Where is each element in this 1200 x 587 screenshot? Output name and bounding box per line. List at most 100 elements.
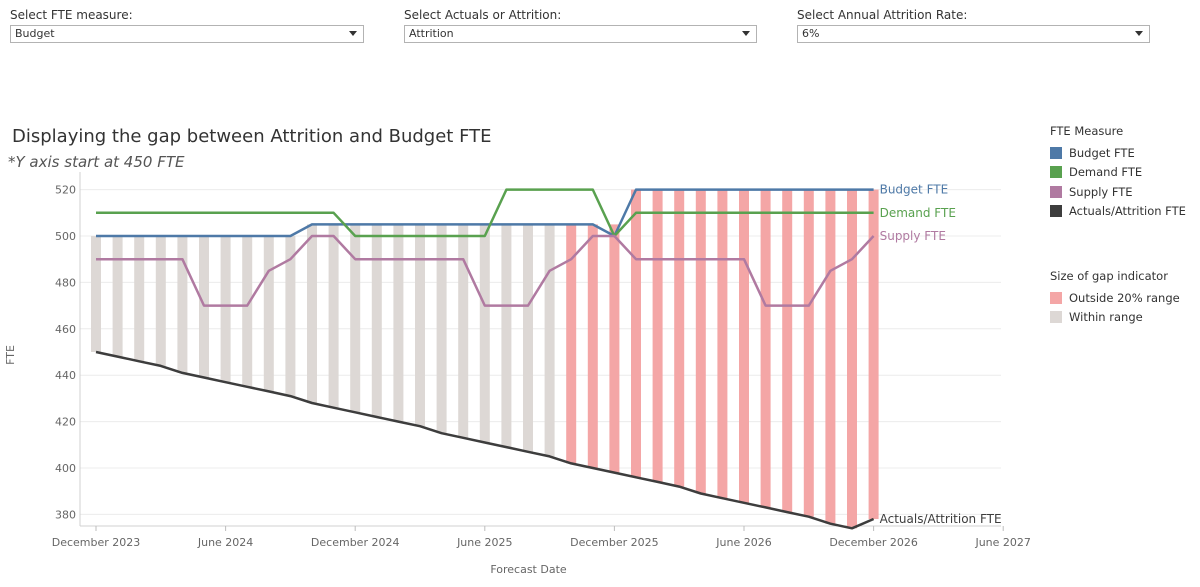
gap-bar [631, 189, 641, 478]
gap-bar [479, 224, 490, 443]
gap-bar [803, 189, 814, 517]
legend-measure-item[interactable]: Budget FTE [1050, 143, 1186, 163]
gap-bar [155, 236, 166, 366]
y-tick-label: 440 [55, 369, 76, 382]
y-axis-title: FTE [4, 345, 17, 365]
y-tick-label: 520 [55, 184, 76, 197]
x-axis-title: Forecast Date [490, 563, 567, 576]
filter-fte-measure-label: Select FTE measure: [10, 8, 133, 22]
gap-bar [285, 236, 296, 397]
legend-label: Actuals/Attrition FTE [1069, 204, 1186, 219]
filter-actuals-attrition: Select Actuals or Attrition: Attrition [404, 8, 757, 43]
x-tick-label: June 2024 [197, 536, 253, 549]
series-end-label: Budget FTE [880, 183, 949, 197]
gap-bar [847, 189, 857, 529]
legend-measure-item[interactable]: Actuals/Attrition FTE [1050, 202, 1186, 222]
legend-gap-item[interactable]: Outside 20% range [1050, 288, 1180, 308]
legend-swatch [1050, 205, 1062, 218]
legend-fte-measure: FTE Measure Budget FTE Demand FTE Supply F… [1050, 124, 1186, 221]
series-line [95, 350, 875, 530]
gap-bar [868, 189, 879, 520]
gap-bar [393, 224, 404, 422]
gap-bar [587, 224, 598, 468]
legend-gap-indicator-title: Size of gap indicator [1050, 269, 1168, 283]
legend-swatch [1050, 311, 1062, 324]
chevron-down-icon [742, 31, 750, 36]
gap-bar [695, 189, 706, 494]
gap-bar [609, 224, 620, 473]
gap-bar [415, 224, 425, 427]
fte-gap-chart: 380 400 420 440 460 480 500 520 Budget FTE Demand… [4, 172, 1031, 576]
legend-measure-item[interactable]: Demand FTE [1050, 163, 1186, 183]
legend-swatch [1050, 185, 1062, 198]
legend-fte-measure-title: FTE Measure [1050, 124, 1124, 138]
filter-attrition-rate: Select Annual Attrition Rate: 6% [797, 8, 1150, 43]
x-tick-label: December 2026 [829, 536, 918, 549]
chart-subtitle: *Y axis start at 450 FTE [8, 153, 185, 171]
gap-bar [544, 224, 555, 457]
gap-bar [242, 236, 253, 387]
filter-actuals-attrition-label: Select Actuals or Attrition: [404, 8, 562, 22]
fte-measure-select-value: Budget [15, 27, 55, 40]
actuals-attrition-select-value: Attrition [409, 27, 454, 40]
x-tick-label: December 2023 [52, 536, 141, 549]
y-tick-label: 500 [55, 230, 76, 243]
legend-label: Budget FTE [1069, 145, 1135, 160]
gap-bar [350, 224, 361, 413]
legend-measure-item[interactable]: Supply FTE [1050, 182, 1186, 202]
gap-bar [458, 224, 469, 438]
gap-bar [523, 224, 533, 452]
series-end-label: Actuals/Attrition FTE [880, 512, 1002, 526]
gap-bar [739, 189, 749, 503]
gap-bar [371, 224, 382, 417]
series-line [96, 188, 874, 238]
gap-bar [760, 189, 771, 508]
legend-label: Within range [1069, 310, 1143, 325]
gap-bar [782, 189, 793, 513]
y-tick-label: 400 [55, 462, 76, 475]
y-tick-label: 480 [55, 276, 76, 289]
filter-attrition-rate-label: Select Annual Attrition Rate: [797, 8, 968, 22]
series-line [96, 234, 875, 307]
series-line [96, 188, 874, 238]
y-tick-label: 420 [55, 416, 76, 429]
gap-bar [652, 189, 663, 482]
x-tick-label: December 2025 [570, 536, 659, 549]
legend-swatch [1050, 166, 1062, 179]
actuals-attrition-select[interactable]: Attrition [404, 25, 757, 43]
series-end-label: Supply FTE [880, 229, 946, 243]
gap-bar [177, 236, 188, 373]
attrition-rate-select-value: 6% [802, 27, 820, 40]
gap-bar [825, 189, 836, 524]
legend-gap-item[interactable]: Within range [1050, 308, 1180, 328]
gap-bar [220, 236, 231, 383]
gap-bar [307, 224, 317, 404]
gap-bar [501, 224, 512, 448]
x-tick-label: June 2025 [456, 536, 512, 549]
gap-bar [436, 224, 447, 434]
x-tick-label: December 2024 [311, 536, 400, 549]
fte-measure-select[interactable]: Budget [10, 25, 364, 43]
chart-title: Displaying the gap between Attrition and… [12, 126, 492, 147]
x-tick-label: June 2026 [715, 536, 771, 549]
legend-label: Outside 20% range [1069, 290, 1180, 305]
y-tick-label: 380 [55, 508, 76, 521]
gap-bar [91, 236, 101, 352]
legend-swatch [1050, 146, 1062, 159]
filter-fte-measure: Select FTE measure: Budget [10, 8, 364, 43]
legend-swatch [1050, 291, 1062, 304]
gap-bar [112, 236, 123, 357]
attrition-rate-select[interactable]: 6% [797, 25, 1150, 43]
chevron-down-icon [1135, 31, 1143, 36]
gap-bar [674, 189, 685, 487]
legend-label: Demand FTE [1069, 165, 1143, 180]
gap-bar [263, 236, 274, 392]
chevron-down-icon [349, 31, 357, 36]
legend-label: Supply FTE [1069, 184, 1133, 199]
gap-bar [717, 189, 728, 499]
y-tick-label: 460 [55, 323, 76, 336]
gap-bar [566, 224, 577, 464]
gap-bar [134, 236, 145, 362]
legend-gap-indicator: Size of gap indicator Outside 20% range W… [1050, 269, 1180, 327]
gap-bar [328, 224, 339, 408]
